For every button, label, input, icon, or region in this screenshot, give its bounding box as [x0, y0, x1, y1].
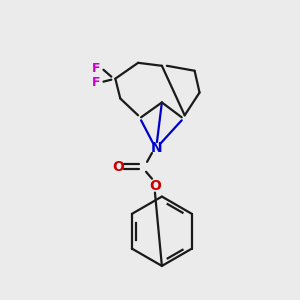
Text: N: N	[151, 141, 163, 155]
Text: O: O	[149, 179, 161, 193]
Text: O: O	[112, 160, 124, 174]
Text: F: F	[92, 76, 101, 89]
Text: F: F	[92, 62, 101, 75]
